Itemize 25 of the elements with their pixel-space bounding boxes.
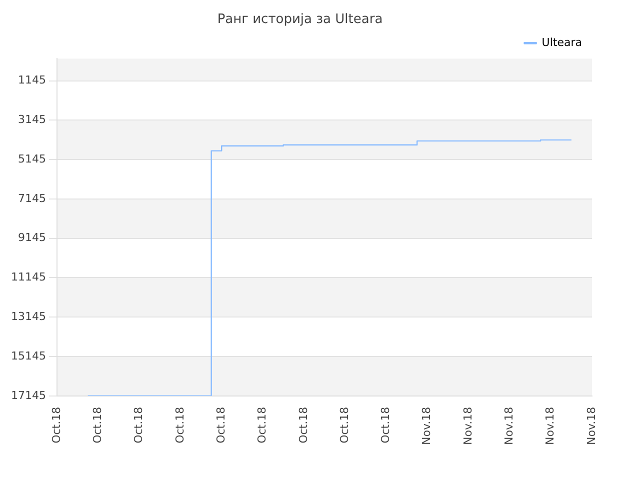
x-tick-label: Oct.18: [91, 406, 104, 444]
legend-label: Ulteara: [542, 36, 582, 49]
x-tick-label: Nov.18: [584, 406, 598, 445]
y-tick-label: 1145: [18, 74, 46, 87]
y-tick-label: 15145: [10, 349, 46, 362]
y-tick-label: 3145: [18, 113, 46, 126]
chart-title: Ранг историја за Ulteara: [217, 12, 383, 28]
y-tick-label: 5145: [18, 152, 46, 166]
x-tick-label: Oct.18: [50, 406, 63, 444]
x-tick-label: Nov.18: [461, 406, 474, 445]
x-tick-label: Oct.18: [173, 406, 186, 444]
x-tick-label: Nov.18: [502, 406, 516, 445]
x-tick-label: Nov.18: [544, 406, 557, 445]
y-tick-label: 9145: [18, 231, 46, 244]
y-tick-label: 7145: [18, 192, 46, 205]
x-tick-label: Nov.18: [420, 406, 434, 445]
y-tick-label: 17145: [10, 388, 46, 402]
y-tick-label: 11145: [10, 270, 46, 284]
x-tick-label: Oct.18: [132, 406, 146, 444]
x-tick-label: Oct.18: [296, 406, 310, 444]
x-tick-label: Oct.18: [338, 406, 351, 444]
x-tick-label: Oct.18: [256, 406, 269, 444]
y-tick-label: 13145: [10, 310, 46, 323]
x-tick-label: Oct.18: [379, 406, 392, 444]
x-tick-label: Oct.18: [214, 406, 228, 444]
